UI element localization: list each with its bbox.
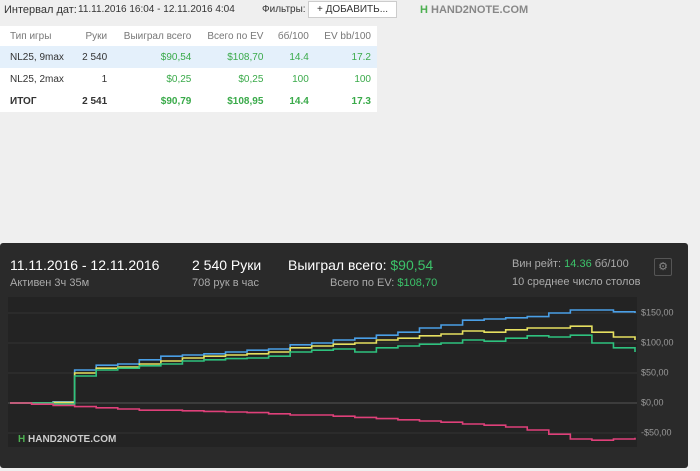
plot-area [8, 297, 637, 447]
cell: 1 [101, 73, 108, 85]
cell: 2 540 [82, 51, 108, 63]
winrate: Вин рейт: 14.36 бб/100 [512, 258, 629, 270]
column-header: Руки [85, 30, 108, 42]
column-header: EV bb/100 [324, 30, 371, 42]
cell: $0,25 [166, 73, 192, 85]
logo-text: HAND2NOTE.COM [431, 4, 529, 16]
cell: $0,25 [238, 73, 264, 85]
watermark: H HAND2NOTE.COM [18, 434, 116, 445]
filters-label: Фильтры: [262, 4, 306, 15]
tables: 10 среднее число столов [512, 276, 641, 288]
stats-table: Тип игры Руки Выиграл всего Всего по EV бб/1… [0, 26, 377, 112]
column-header: Всего по EV [207, 30, 264, 42]
total-cell: 2 541 [82, 95, 108, 107]
settings-button[interactable]: ⚙ [654, 258, 672, 276]
row[interactable]: NL25, 9max 2 540 $90,54 $108,70 14.4 17.2 [0, 46, 377, 68]
cell: NL25, 2max [10, 73, 64, 85]
active: Активен 3ч 35м [10, 277, 90, 289]
chart: H HAND2NOTE.COM $150,00 $100,00 $50,00 $0,0… [8, 297, 674, 447]
winrate-value: 14.36 [564, 258, 592, 270]
won: Выиграл всего: $90,54 [288, 257, 433, 273]
total-cell: ИТОГ [10, 95, 37, 107]
graph-panel: 11.11.2016 - 12.11.2016 Активен 3ч 35м 2… [0, 243, 688, 468]
series-line [10, 402, 636, 441]
row[interactable]: NL25, 2max 1 $0,25 $0,25 100 100 [0, 68, 377, 90]
won-label: Выиграл всего: [288, 257, 387, 273]
winrate-unit: бб/100 [594, 258, 629, 270]
watermark-text: HAND2NOTE.COM [28, 434, 116, 445]
total-row: ИТОГ 2 541 $90,79 $108,95 14.4 17.3 [0, 90, 377, 112]
ev: Всего по EV: $108,70 [330, 277, 437, 289]
ev-value: $108,70 [397, 277, 438, 289]
logo: H HAND2NOTE.COM [420, 4, 529, 16]
cell: NL25, 9max [10, 51, 64, 63]
cell: 17.2 [351, 51, 371, 63]
cell: 14.4 [289, 51, 309, 63]
total-cell: 14.4 [289, 95, 309, 107]
total-cell: 17.3 [351, 95, 371, 107]
y-tick-label: -$50,00 [641, 427, 672, 437]
cell: 100 [354, 73, 371, 85]
hands-per-hour: 708 рук в час [192, 277, 260, 289]
series-line [10, 334, 636, 405]
dates: 11.11.2016 - 12.11.2016 [10, 257, 160, 273]
cell: $108,70 [227, 51, 264, 63]
add-label[interactable]: ДОБАВИТЬ... [325, 4, 389, 15]
column-header: Тип игры [10, 30, 52, 42]
column-header: бб/100 [277, 30, 309, 42]
add-button[interactable]: + ДОБАВИТЬ... [308, 1, 398, 18]
winrate-label: Вин рейт: [512, 258, 562, 270]
cell: 100 [292, 73, 309, 85]
y-tick-label: $50,00 [641, 367, 669, 377]
header-row: Тип игры Руки Выиграл всего Всего по EV бб/1… [0, 26, 377, 46]
watermark-icon: H [18, 434, 28, 445]
column-header: Выиграл всего [123, 30, 192, 42]
total-cell: $108,95 [227, 95, 264, 107]
y-tick-label: $0,00 [641, 397, 664, 407]
interval-label: Интервал дат: [4, 4, 77, 16]
cell: $90,54 [160, 51, 192, 63]
series-line [10, 325, 636, 404]
y-tick-label: $100,00 [641, 337, 674, 347]
y-tick-label: $150,00 [641, 307, 674, 317]
total-cell: $90,79 [160, 95, 192, 107]
interval[interactable]: 11.11.2016 16:04 - 12.11.2016 4:04 [78, 4, 235, 15]
won-value: $90,54 [390, 257, 434, 273]
hands: 2 540 Руки [192, 257, 262, 273]
ev-label: Всего по EV: [330, 277, 395, 289]
series-line [10, 309, 636, 404]
